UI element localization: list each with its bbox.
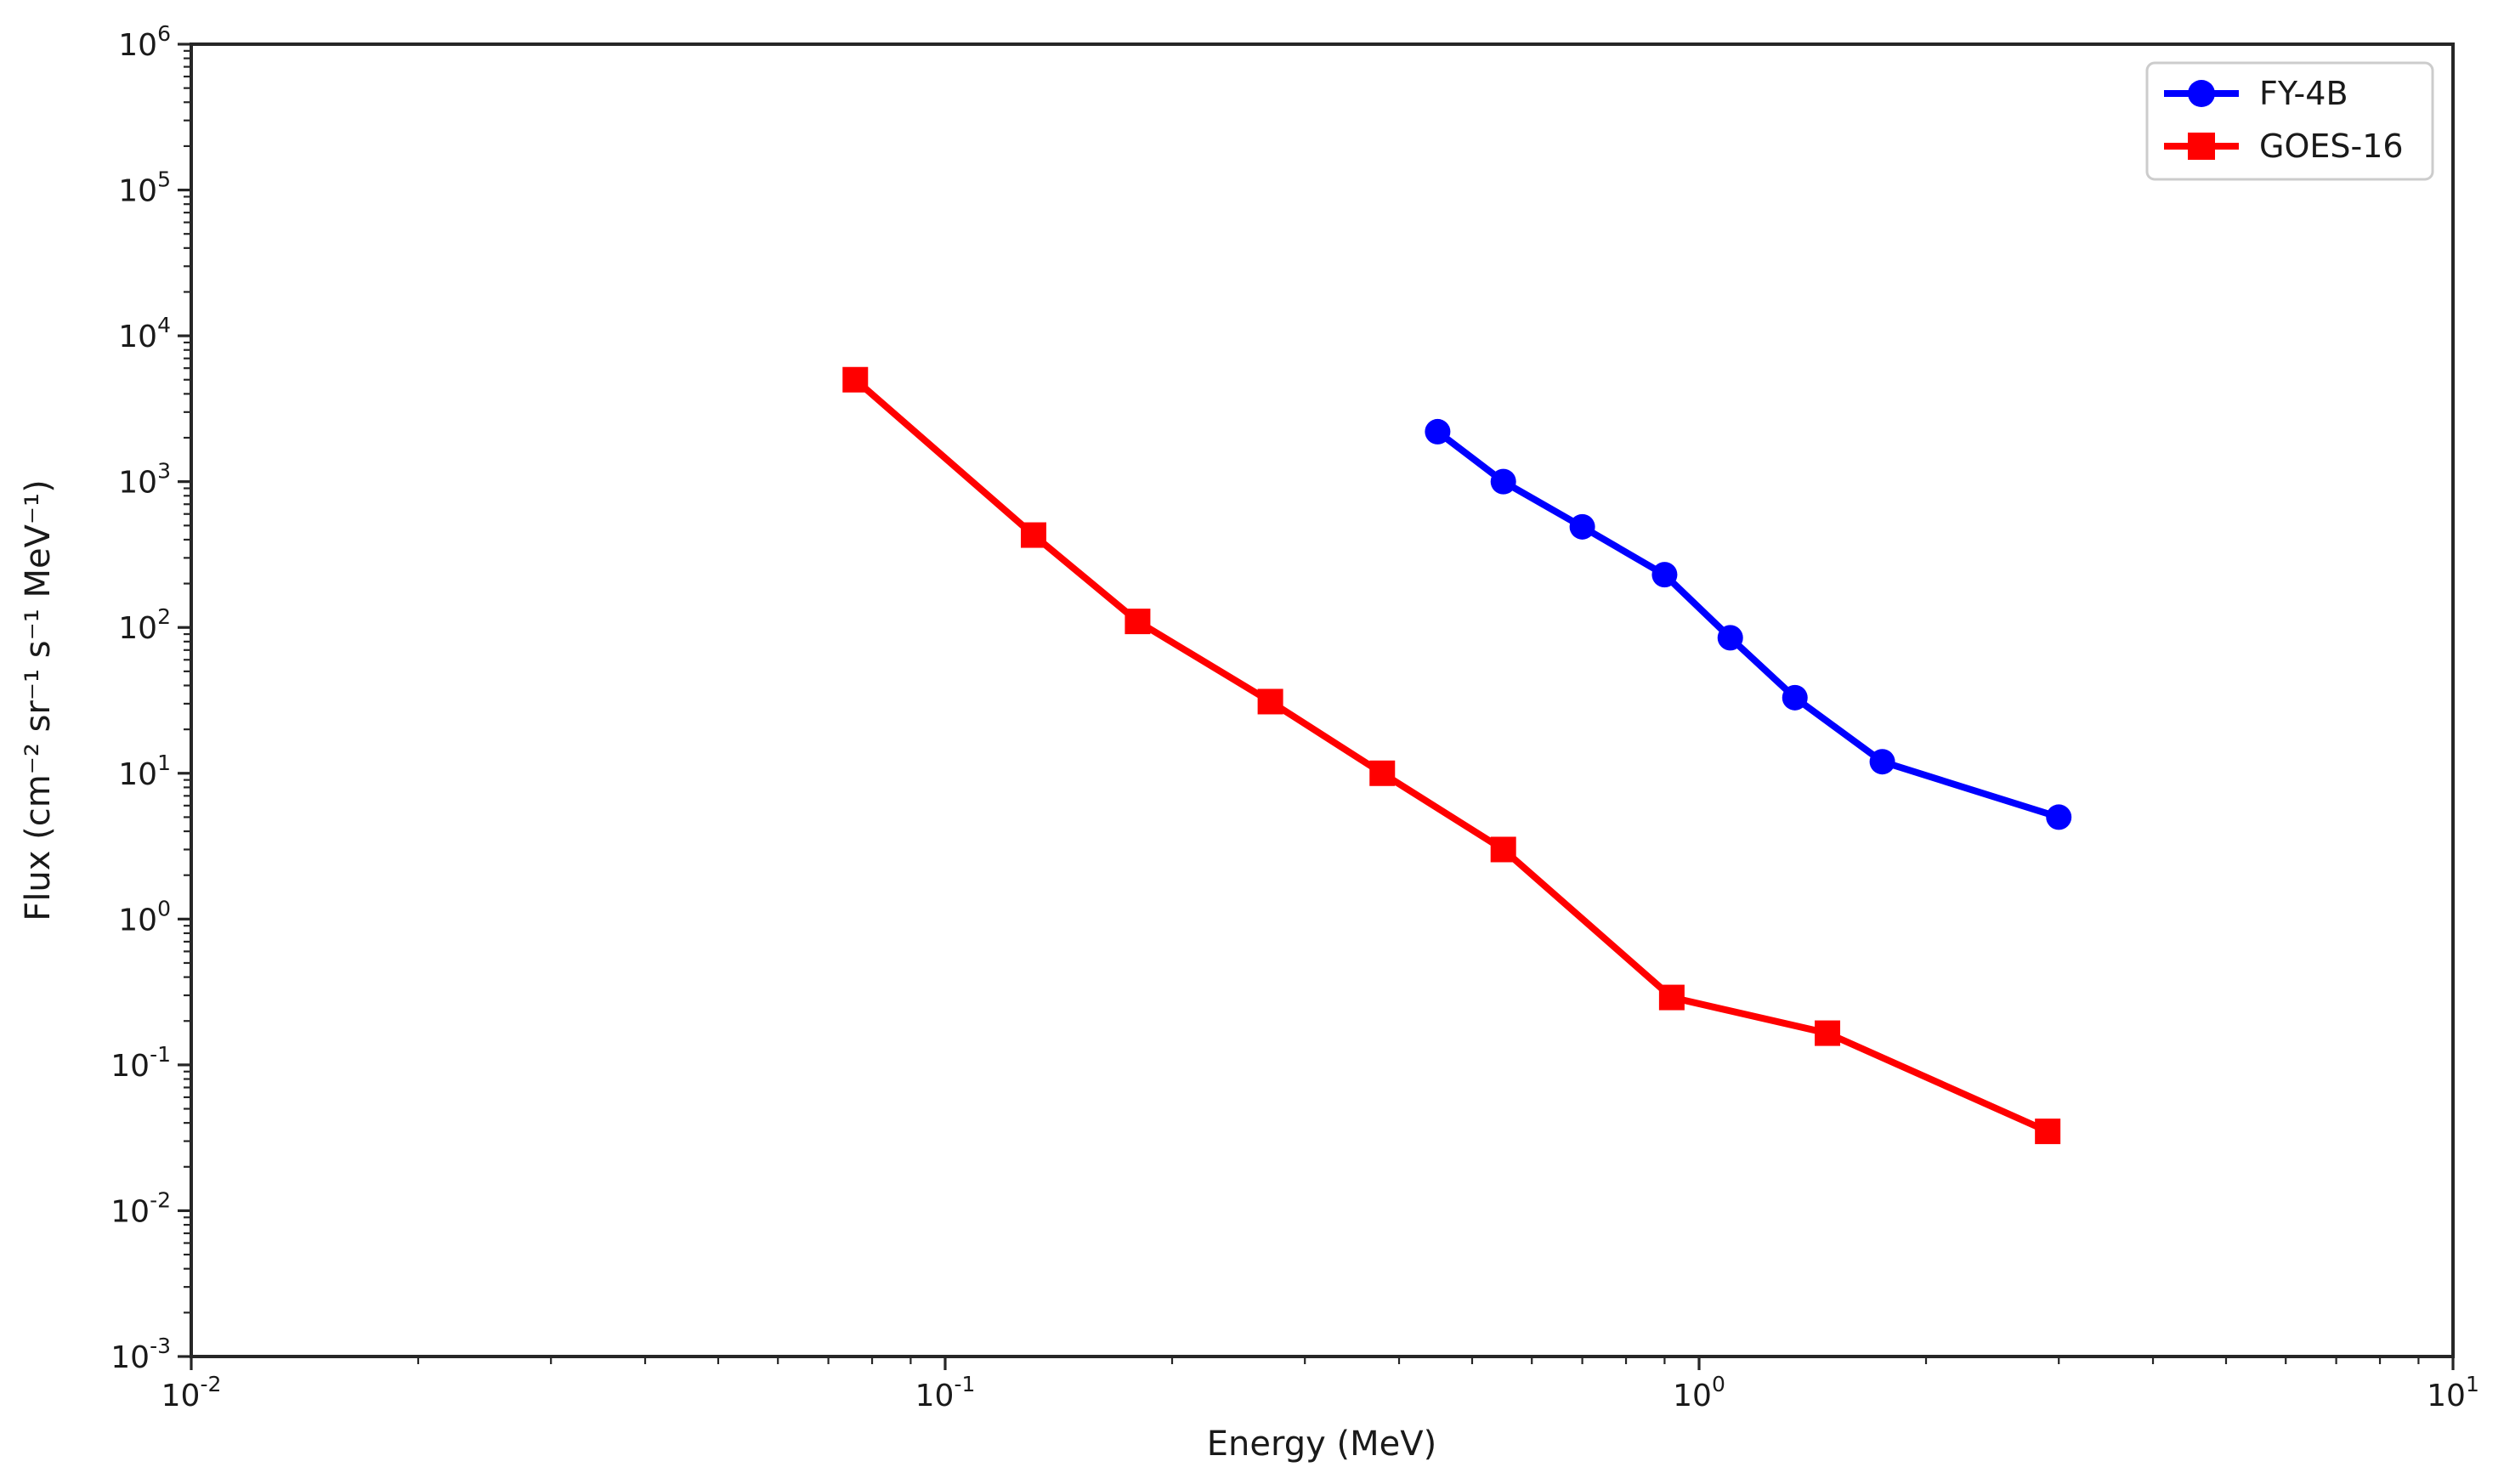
goes-16-marker (842, 366, 869, 393)
fy-4b-marker (1425, 418, 1451, 445)
fy-4b-marker (1869, 749, 1895, 775)
goes-16-marker (2035, 1119, 2061, 1145)
x-tick-label: 100 (1673, 1372, 1725, 1413)
fy-4b-line (1434, 428, 2063, 821)
y-tick-label: 101 (118, 750, 171, 792)
legend-marker-circle (2188, 80, 2215, 107)
y-tick-label: 106 (118, 21, 171, 63)
goes-16-marker (1369, 760, 1396, 786)
y-tick-label: 10-1 (110, 1042, 171, 1084)
legend-label: FY-4B (2259, 75, 2348, 112)
goes-16-marker (1021, 522, 1047, 548)
goes-16-marker (1658, 984, 1685, 1011)
data-series (842, 366, 2072, 1145)
fy-4b-marker (1782, 684, 1808, 711)
fy-4b-marker (2046, 804, 2072, 830)
y-tick-label: 10-3 (110, 1334, 171, 1375)
goes-16-marker (1815, 1020, 1841, 1046)
legend: FY-4B GOES-16 (2145, 61, 2434, 181)
x-tick-label: 101 (2427, 1372, 2479, 1413)
y-tick-label: 105 (118, 167, 171, 209)
y-tick-label: 10-2 (110, 1187, 171, 1229)
fy-4b-marker (1651, 562, 1678, 588)
y-tick-label: 104 (118, 313, 171, 354)
y-tick-label: 100 (118, 896, 171, 937)
goes-16-marker (1125, 609, 1151, 635)
y-tick-label: 103 (118, 459, 171, 501)
fy-4b-marker (1717, 625, 1743, 651)
x-axis-title: Energy (MeV) (1207, 1425, 1436, 1464)
legend-marker-square (2188, 133, 2215, 160)
x-tick-label: 10-2 (161, 1372, 222, 1413)
legend-label: GOES-16 (2259, 127, 2404, 165)
fy-4b-marker (1569, 513, 1595, 540)
x-tick-label: 10-1 (915, 1372, 976, 1413)
goes-16-marker (1257, 688, 1283, 715)
goes-16-marker (1490, 836, 1516, 863)
y-axis-title: Flux (cm⁻² sr⁻¹ s⁻¹ MeV⁻¹) (19, 479, 58, 920)
plot-border (190, 42, 2455, 1358)
legend-item-goes-16: GOES-16 (2164, 127, 2404, 165)
legend-item-fy-4b: FY-4B (2164, 75, 2348, 112)
fy-4b-marker (1490, 468, 1516, 495)
y-tick-label: 102 (118, 604, 171, 646)
